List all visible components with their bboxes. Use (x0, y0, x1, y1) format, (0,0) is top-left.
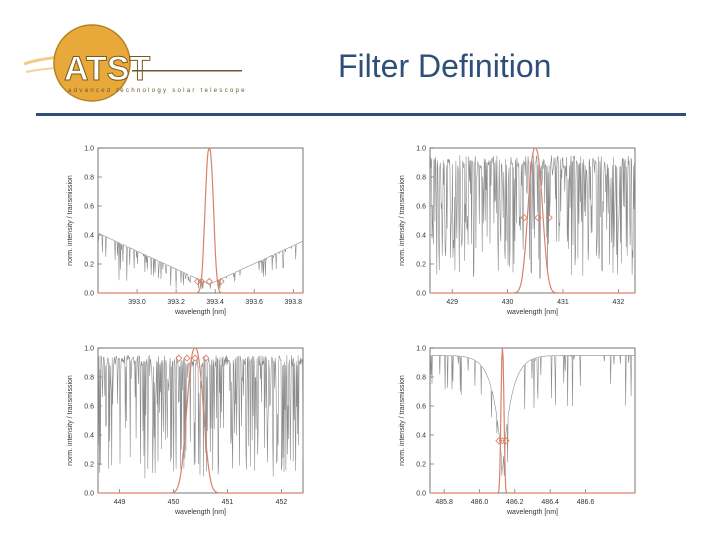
y-tick-label: 1.0 (416, 346, 426, 353)
chart-panel-top-left: 0.0 0.2 0.4 0.6 0.8 1.0 393.0 393.2 393.4 393.6 39… (60, 138, 315, 328)
data-marker (534, 213, 542, 222)
data-marker (217, 277, 225, 286)
x-tick-label: 393.0 (128, 299, 146, 306)
spectrum-line (97, 233, 304, 289)
chart-calcium-k: 0.0 0.2 0.4 0.6 0.8 1.0 393.0 393.2 393.4 393.6 39… (67, 146, 304, 316)
x-tick-label: 393.8 (284, 299, 302, 306)
plot-frame (97, 147, 304, 294)
y-tick-label: 0.6 (84, 404, 94, 411)
logo-wordmark: ATST (64, 50, 150, 88)
y-axis-title: norm. intensity / transmission (399, 375, 406, 466)
chart-panel-top-right: 0.0 0.2 0.4 0.6 0.8 1.0 429 430 431 432 wavelength… (392, 138, 647, 328)
atst-logo: ATST advanced technology solar telescope (20, 22, 250, 104)
logo-tagline: advanced technology solar telescope (68, 87, 247, 94)
y-tick-label: 0.8 (416, 375, 426, 382)
data-marker (202, 354, 210, 362)
data-marker (183, 354, 191, 362)
y-tick-label: 0.4 (84, 233, 94, 240)
chart-panel-bottom-right: 0.0 0.2 0.4 0.6 0.8 1.0 485.8 486.0 486.2 486.4 48… (392, 338, 647, 528)
y-tick-label: 0.6 (416, 204, 426, 211)
data-marker (495, 437, 503, 445)
y-tick-label: 0.0 (416, 491, 426, 498)
filter-transmission-curve (98, 347, 303, 494)
logo-graphic: ATST advanced technology solar telescope (23, 24, 247, 102)
x-tick-label: 486.6 (577, 499, 595, 506)
filter-transmission-curve (430, 147, 635, 294)
x-axis-title: wavelength [nm] (506, 509, 558, 516)
y-tick-label: 0.2 (84, 262, 94, 269)
x-tick-label: 485.8 (435, 499, 453, 506)
y-tick-label: 0.0 (84, 291, 94, 298)
x-tick-label: 393.4 (206, 299, 224, 306)
data-marker (205, 277, 213, 286)
data-marker (520, 213, 528, 222)
x-axis-title: wavelength [nm] (506, 309, 558, 316)
y-tick-label: 0.6 (416, 404, 426, 411)
data-marker (175, 354, 183, 362)
data-marker (502, 437, 510, 445)
y-tick-label: 0.0 (84, 491, 94, 498)
data-marker (191, 354, 199, 362)
y-tick-label: 1.0 (416, 146, 426, 153)
x-tick-label: 451 (222, 499, 234, 506)
x-tick-label: 432 (613, 299, 625, 306)
y-tick-label: 0.4 (416, 433, 426, 440)
filter-transmission-curve (98, 147, 303, 294)
x-tick-label: 486.4 (541, 499, 559, 506)
y-tick-label: 0.8 (84, 175, 94, 182)
x-tick-label: 429 (446, 299, 458, 306)
y-tick-label: 0.0 (416, 291, 426, 298)
y-tick-label: 0.2 (416, 462, 426, 469)
x-tick-label: 486.2 (506, 499, 524, 506)
y-tick-label: 0.8 (416, 175, 426, 182)
chart-450nm: 0.0 0.2 0.4 0.6 0.8 1.0 449 450 451 452 wavelength… (67, 346, 304, 516)
y-tick-label: 0.4 (416, 233, 426, 240)
chart-h-beta: 0.0 0.2 0.4 0.6 0.8 1.0 485.8 486.0 486.2 486.4 48… (399, 346, 636, 516)
title-divider (36, 113, 686, 116)
y-tick-label: 0.4 (84, 433, 94, 440)
y-tick-label: 0.8 (84, 375, 94, 382)
x-tick-label: 450 (168, 499, 180, 506)
spectrum-line (429, 155, 636, 280)
spectrum-line (430, 355, 635, 476)
x-tick-label: 449 (114, 499, 126, 506)
y-axis-title: norm. intensity / transmission (67, 375, 74, 466)
data-marker (498, 437, 507, 445)
x-tick-label: 431 (557, 299, 569, 306)
plot-frame (429, 347, 636, 494)
y-tick-label: 0.2 (416, 262, 426, 269)
chart-430nm: 0.0 0.2 0.4 0.6 0.8 1.0 429 430 431 432 wavelength… (399, 146, 636, 316)
chart-panel-bottom-left: 0.0 0.2 0.4 0.6 0.8 1.0 449 450 451 452 wavelength… (60, 338, 315, 528)
y-axis-title: norm. intensity / transmission (67, 175, 74, 266)
y-tick-label: 0.6 (84, 204, 94, 211)
x-tick-label: 452 (276, 499, 288, 506)
data-marker (193, 277, 202, 286)
slide-title: Filter Definition (338, 48, 552, 84)
filter-transmission-curve (430, 347, 635, 494)
data-marker (197, 277, 206, 286)
y-axis-title: norm. intensity / transmission (399, 175, 406, 266)
y-tick-label: 1.0 (84, 346, 94, 353)
data-marker (545, 213, 553, 222)
x-tick-label: 393.2 (167, 299, 185, 306)
x-axis-title: wavelength [nm] (174, 309, 226, 316)
x-tick-label: 430 (502, 299, 514, 306)
spectrum-line (97, 354, 304, 479)
y-tick-label: 1.0 (84, 146, 94, 153)
y-tick-label: 0.2 (84, 462, 94, 469)
x-tick-label: 393.6 (245, 299, 263, 306)
x-tick-label: 486.0 (471, 499, 489, 506)
x-axis-title: wavelength [nm] (174, 509, 226, 516)
